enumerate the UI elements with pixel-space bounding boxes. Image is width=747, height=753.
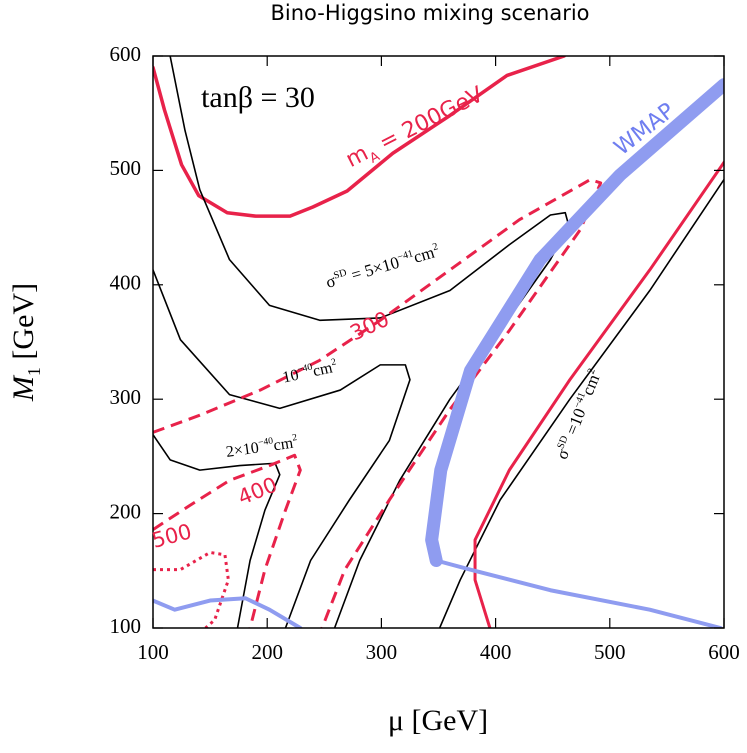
- annotation-part: m: [342, 141, 372, 173]
- x-tick-label: 600: [708, 640, 740, 664]
- x-tick-label: 100: [137, 640, 169, 664]
- contour-line: [473, 160, 724, 628]
- annotation: 300: [346, 307, 392, 346]
- contour-line: [153, 56, 566, 218]
- contour-line: [425, 78, 724, 568]
- contour-line: [153, 550, 230, 628]
- annotation: 400: [235, 472, 281, 509]
- annotation-part: −41: [396, 248, 414, 263]
- annotation-part: 300: [346, 307, 392, 346]
- annotation-part: cm: [311, 359, 334, 380]
- annotation: 500: [149, 519, 194, 553]
- y-axis-label-part: 1: [24, 367, 44, 376]
- annotation-part: 2×10: [225, 439, 260, 460]
- contour-line: [153, 596, 303, 628]
- x-tick-label: 400: [480, 640, 512, 664]
- annotation: σSD = 5×10−41cm2: [324, 241, 442, 292]
- annotation-part: 2: [330, 356, 337, 368]
- annotation-part: 10: [281, 366, 300, 386]
- y-tick-label: 400: [110, 271, 142, 295]
- annotation: 2×10−40cm2: [225, 432, 300, 461]
- annotation-part: cm: [272, 434, 294, 454]
- annotation-part: cm: [411, 243, 436, 267]
- y-tick-label: 500: [110, 156, 142, 180]
- annotation-part: −40: [296, 361, 313, 375]
- annotation: tanβ = 30: [201, 81, 315, 114]
- x-tick-label: 200: [251, 640, 283, 664]
- x-tick-label: 500: [594, 640, 626, 664]
- x-axis-label: μ [GeV]: [388, 704, 488, 737]
- contour-line: [169, 56, 570, 628]
- y-axis-label-part: M: [7, 374, 40, 402]
- annotation-part: SD: [555, 434, 570, 450]
- plot-frame: [152, 55, 725, 629]
- annotation-part: 2: [292, 432, 298, 444]
- annotation-part: 2: [586, 367, 598, 376]
- y-axis-label: M1 [GeV]: [7, 283, 44, 402]
- annotation-part: 400: [235, 472, 281, 509]
- contour-line: [153, 269, 411, 628]
- y-tick-label: 600: [110, 42, 142, 66]
- annotation-part: tanβ = 30: [201, 81, 315, 114]
- plot-area: [153, 56, 724, 628]
- annotation: mA = 200GeV: [342, 82, 489, 176]
- annotation-part: −40: [257, 435, 274, 448]
- contour-line: [434, 558, 723, 628]
- annotation-part: =10: [560, 406, 589, 442]
- x-tick-label: 300: [366, 640, 398, 664]
- annotation-part: = 5×10: [345, 253, 401, 286]
- annotation: 10−40cm2: [281, 356, 339, 386]
- y-tick-label: 100: [110, 614, 142, 638]
- annotation-part: 2: [431, 241, 439, 253]
- contour-line: [438, 178, 724, 628]
- y-axis-label-part: [GeV]: [7, 283, 40, 367]
- annotation-part: = 200GeV: [369, 82, 487, 159]
- annotation-part: 500: [149, 519, 194, 553]
- chart-title: Bino-Higgsino mixing scenario: [270, 1, 589, 25]
- y-tick-label: 300: [110, 385, 142, 409]
- contour-line: [153, 178, 603, 628]
- annotation-part: SD: [332, 267, 348, 281]
- y-tick-label: 200: [110, 499, 142, 523]
- contour-line: [153, 453, 302, 628]
